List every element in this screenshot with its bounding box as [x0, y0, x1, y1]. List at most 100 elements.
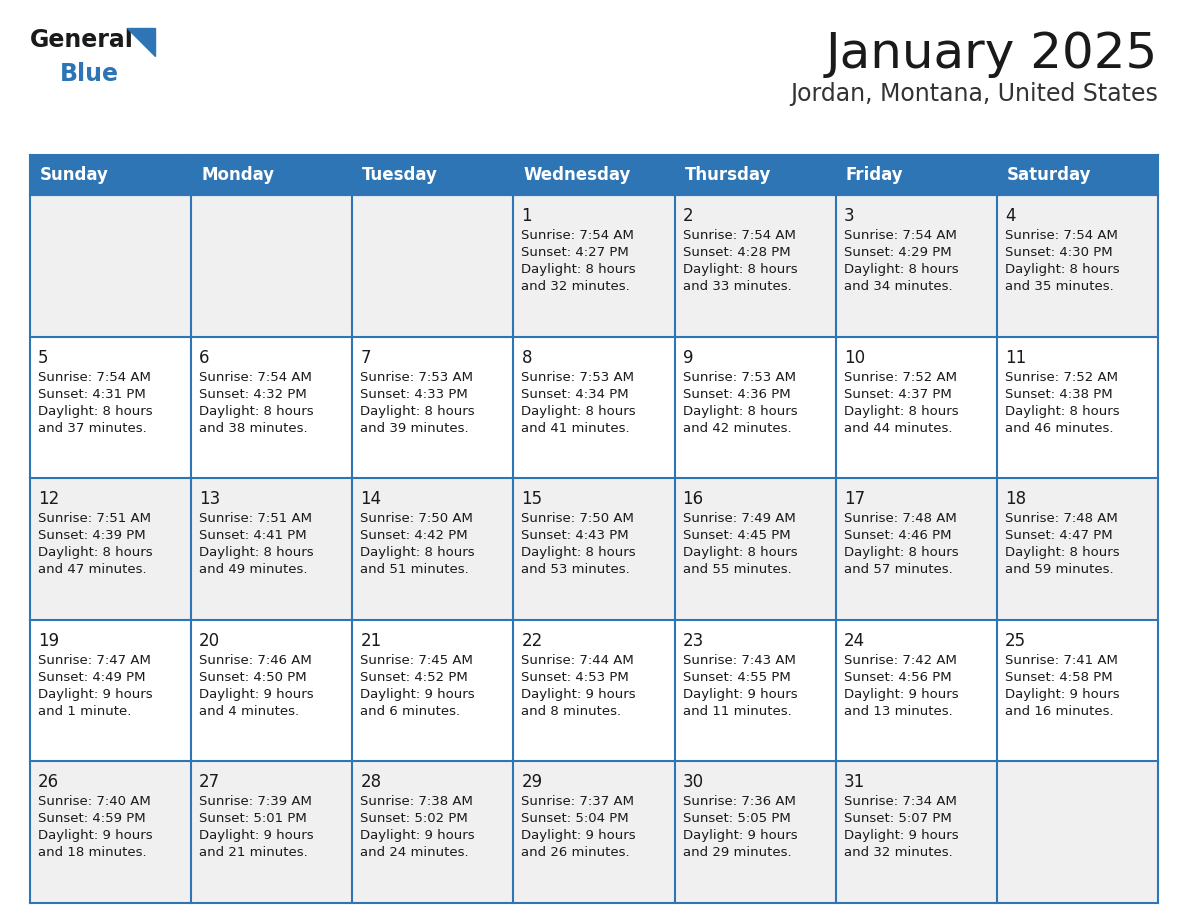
- Text: Sunrise: 7:51 AM: Sunrise: 7:51 AM: [200, 512, 312, 525]
- Text: 23: 23: [683, 632, 703, 650]
- Text: Sunset: 4:31 PM: Sunset: 4:31 PM: [38, 387, 146, 400]
- Text: and 6 minutes.: and 6 minutes.: [360, 705, 461, 718]
- Text: Sunrise: 7:40 AM: Sunrise: 7:40 AM: [38, 795, 151, 809]
- Text: 3: 3: [843, 207, 854, 225]
- Text: and 32 minutes.: and 32 minutes.: [843, 846, 953, 859]
- Text: Sunset: 4:34 PM: Sunset: 4:34 PM: [522, 387, 630, 400]
- Text: January 2025: January 2025: [826, 30, 1158, 78]
- Text: Daylight: 8 hours: Daylight: 8 hours: [843, 546, 959, 559]
- Text: Sunset: 4:47 PM: Sunset: 4:47 PM: [1005, 529, 1112, 543]
- Text: Daylight: 9 hours: Daylight: 9 hours: [522, 688, 636, 700]
- Text: and 51 minutes.: and 51 minutes.: [360, 564, 469, 577]
- Text: Sunrise: 7:53 AM: Sunrise: 7:53 AM: [360, 371, 473, 384]
- Text: Sunset: 4:42 PM: Sunset: 4:42 PM: [360, 529, 468, 543]
- Text: Sunrise: 7:54 AM: Sunrise: 7:54 AM: [683, 229, 796, 242]
- Text: Daylight: 9 hours: Daylight: 9 hours: [1005, 688, 1119, 700]
- Text: 9: 9: [683, 349, 693, 366]
- Text: Thursday: Thursday: [684, 166, 771, 184]
- Bar: [30, 761, 1158, 903]
- Text: Daylight: 9 hours: Daylight: 9 hours: [843, 688, 959, 700]
- Text: Daylight: 9 hours: Daylight: 9 hours: [683, 688, 797, 700]
- Text: Sunset: 5:07 PM: Sunset: 5:07 PM: [843, 812, 952, 825]
- Text: 5: 5: [38, 349, 49, 366]
- Bar: [30, 478, 1158, 620]
- Text: Daylight: 8 hours: Daylight: 8 hours: [683, 405, 797, 418]
- Text: Daylight: 9 hours: Daylight: 9 hours: [522, 829, 636, 843]
- Text: Sunset: 4:43 PM: Sunset: 4:43 PM: [522, 529, 630, 543]
- Text: and 11 minutes.: and 11 minutes.: [683, 705, 791, 718]
- Text: General: General: [30, 28, 134, 52]
- Text: Daylight: 8 hours: Daylight: 8 hours: [200, 405, 314, 418]
- Text: 31: 31: [843, 773, 865, 791]
- Text: Sunset: 5:02 PM: Sunset: 5:02 PM: [360, 812, 468, 825]
- Text: 21: 21: [360, 632, 381, 650]
- Text: Daylight: 8 hours: Daylight: 8 hours: [360, 546, 475, 559]
- Polygon shape: [127, 28, 154, 56]
- Text: Sunrise: 7:50 AM: Sunrise: 7:50 AM: [360, 512, 473, 525]
- Text: Monday: Monday: [201, 166, 274, 184]
- Text: Sunset: 4:32 PM: Sunset: 4:32 PM: [200, 387, 307, 400]
- Text: Sunset: 4:52 PM: Sunset: 4:52 PM: [360, 671, 468, 684]
- Text: Sunrise: 7:54 AM: Sunrise: 7:54 AM: [1005, 229, 1118, 242]
- Text: Sunset: 4:28 PM: Sunset: 4:28 PM: [683, 246, 790, 259]
- Text: Blue: Blue: [61, 62, 119, 86]
- Bar: [30, 620, 1158, 761]
- Text: and 24 minutes.: and 24 minutes.: [360, 846, 469, 859]
- Text: 18: 18: [1005, 490, 1026, 509]
- Text: Sunset: 4:30 PM: Sunset: 4:30 PM: [1005, 246, 1112, 259]
- Text: 19: 19: [38, 632, 59, 650]
- Text: and 21 minutes.: and 21 minutes.: [200, 846, 308, 859]
- Text: 12: 12: [38, 490, 59, 509]
- Text: 24: 24: [843, 632, 865, 650]
- Text: and 47 minutes.: and 47 minutes.: [38, 564, 146, 577]
- Text: and 57 minutes.: and 57 minutes.: [843, 564, 953, 577]
- Text: and 55 minutes.: and 55 minutes.: [683, 564, 791, 577]
- Text: Sunrise: 7:38 AM: Sunrise: 7:38 AM: [360, 795, 473, 809]
- Text: 14: 14: [360, 490, 381, 509]
- Text: 16: 16: [683, 490, 703, 509]
- Text: and 34 minutes.: and 34 minutes.: [843, 280, 953, 293]
- Text: and 1 minute.: and 1 minute.: [38, 705, 132, 718]
- Text: 26: 26: [38, 773, 59, 791]
- Text: Daylight: 8 hours: Daylight: 8 hours: [683, 263, 797, 276]
- Text: Sunday: Sunday: [40, 166, 109, 184]
- Text: 8: 8: [522, 349, 532, 366]
- Text: and 13 minutes.: and 13 minutes.: [843, 705, 953, 718]
- Text: Daylight: 9 hours: Daylight: 9 hours: [200, 829, 314, 843]
- Text: Sunrise: 7:50 AM: Sunrise: 7:50 AM: [522, 512, 634, 525]
- Text: Sunrise: 7:37 AM: Sunrise: 7:37 AM: [522, 795, 634, 809]
- Text: 7: 7: [360, 349, 371, 366]
- Text: 22: 22: [522, 632, 543, 650]
- Text: Tuesday: Tuesday: [362, 166, 438, 184]
- Text: 25: 25: [1005, 632, 1026, 650]
- Text: and 39 minutes.: and 39 minutes.: [360, 421, 469, 434]
- Text: Sunrise: 7:49 AM: Sunrise: 7:49 AM: [683, 512, 795, 525]
- Text: Sunrise: 7:52 AM: Sunrise: 7:52 AM: [1005, 371, 1118, 384]
- Text: Sunrise: 7:34 AM: Sunrise: 7:34 AM: [843, 795, 956, 809]
- Text: Sunrise: 7:36 AM: Sunrise: 7:36 AM: [683, 795, 796, 809]
- Text: Friday: Friday: [846, 166, 903, 184]
- Text: and 42 minutes.: and 42 minutes.: [683, 421, 791, 434]
- Text: Sunset: 4:37 PM: Sunset: 4:37 PM: [843, 387, 952, 400]
- Text: Sunset: 4:39 PM: Sunset: 4:39 PM: [38, 529, 146, 543]
- Text: 6: 6: [200, 349, 209, 366]
- Text: 15: 15: [522, 490, 543, 509]
- Text: and 46 minutes.: and 46 minutes.: [1005, 421, 1113, 434]
- Text: Daylight: 9 hours: Daylight: 9 hours: [38, 829, 152, 843]
- Text: and 32 minutes.: and 32 minutes.: [522, 280, 630, 293]
- Text: Sunset: 4:56 PM: Sunset: 4:56 PM: [843, 671, 952, 684]
- Text: and 18 minutes.: and 18 minutes.: [38, 846, 146, 859]
- Text: Daylight: 9 hours: Daylight: 9 hours: [683, 829, 797, 843]
- Text: Daylight: 8 hours: Daylight: 8 hours: [522, 405, 636, 418]
- Text: and 33 minutes.: and 33 minutes.: [683, 280, 791, 293]
- Text: Daylight: 9 hours: Daylight: 9 hours: [360, 688, 475, 700]
- Text: Sunrise: 7:46 AM: Sunrise: 7:46 AM: [200, 654, 312, 666]
- Text: Sunrise: 7:54 AM: Sunrise: 7:54 AM: [38, 371, 151, 384]
- Text: Jordan, Montana, United States: Jordan, Montana, United States: [790, 82, 1158, 106]
- Text: Sunrise: 7:41 AM: Sunrise: 7:41 AM: [1005, 654, 1118, 666]
- Text: Daylight: 8 hours: Daylight: 8 hours: [1005, 546, 1119, 559]
- Text: and 53 minutes.: and 53 minutes.: [522, 564, 630, 577]
- Text: 29: 29: [522, 773, 543, 791]
- Text: Sunset: 4:46 PM: Sunset: 4:46 PM: [843, 529, 952, 543]
- Text: Sunrise: 7:53 AM: Sunrise: 7:53 AM: [522, 371, 634, 384]
